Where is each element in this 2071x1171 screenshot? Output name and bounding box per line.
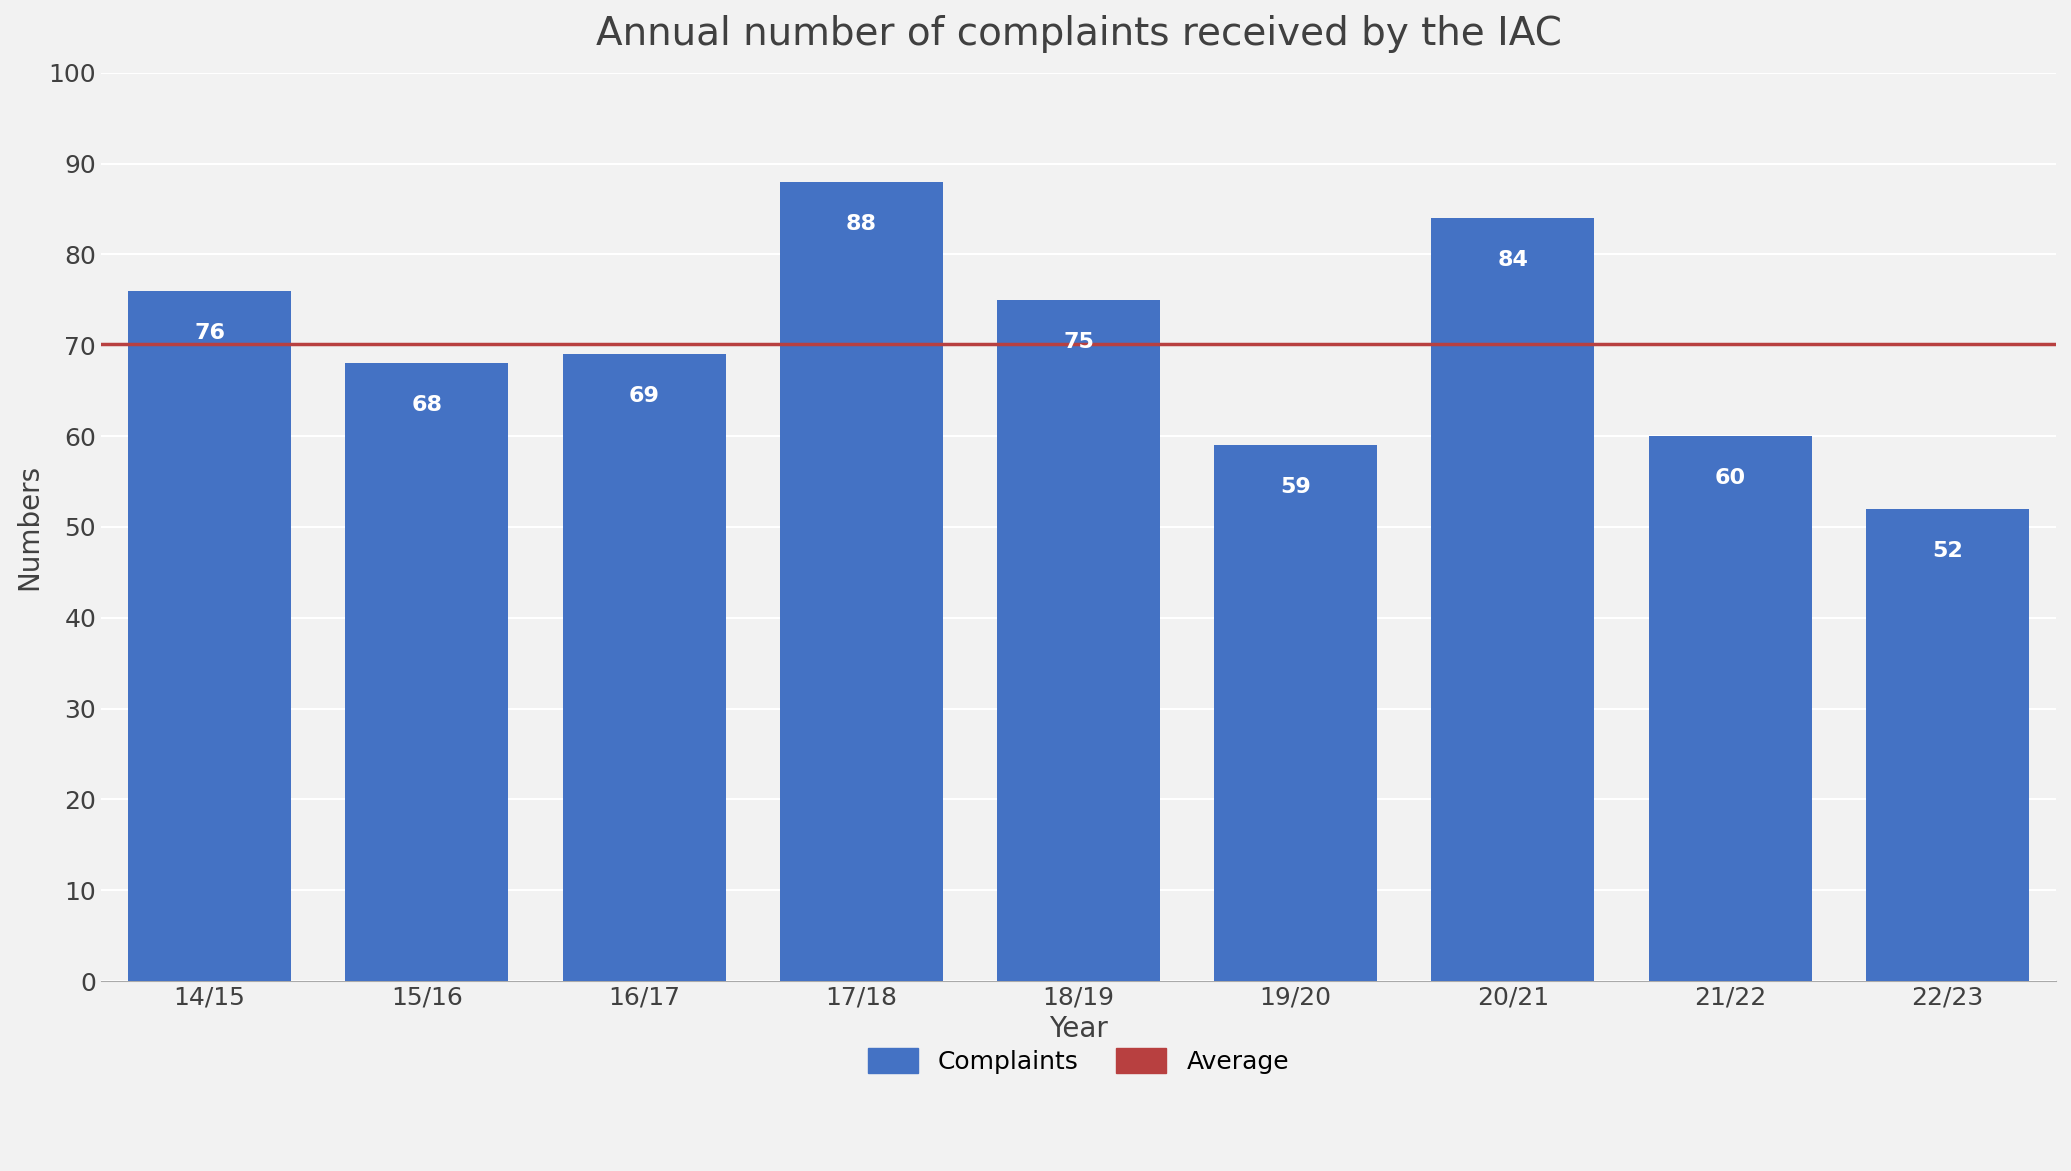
X-axis label: Year: Year bbox=[1050, 1015, 1108, 1043]
Bar bbox=[128, 290, 292, 981]
Text: 59: 59 bbox=[1280, 477, 1311, 497]
Text: 75: 75 bbox=[1062, 331, 1093, 351]
Text: 84: 84 bbox=[1497, 249, 1528, 269]
Text: 69: 69 bbox=[630, 386, 659, 406]
Bar bbox=[1214, 445, 1377, 981]
Text: 88: 88 bbox=[845, 213, 876, 233]
Text: 60: 60 bbox=[1715, 468, 1746, 488]
Bar bbox=[1649, 436, 1812, 981]
Bar bbox=[781, 182, 942, 981]
Bar bbox=[1866, 508, 2030, 981]
Text: 76: 76 bbox=[195, 322, 226, 343]
Legend: Complaints, Average: Complaints, Average bbox=[855, 1035, 1301, 1087]
Text: 52: 52 bbox=[1932, 541, 1963, 561]
Y-axis label: Numbers: Numbers bbox=[14, 464, 43, 590]
Text: 68: 68 bbox=[412, 395, 443, 416]
Bar bbox=[1431, 218, 1595, 981]
Title: Annual number of complaints received by the IAC: Annual number of complaints received by … bbox=[596, 15, 1562, 53]
Bar bbox=[346, 363, 507, 981]
Bar bbox=[996, 300, 1160, 981]
Bar bbox=[563, 355, 725, 981]
